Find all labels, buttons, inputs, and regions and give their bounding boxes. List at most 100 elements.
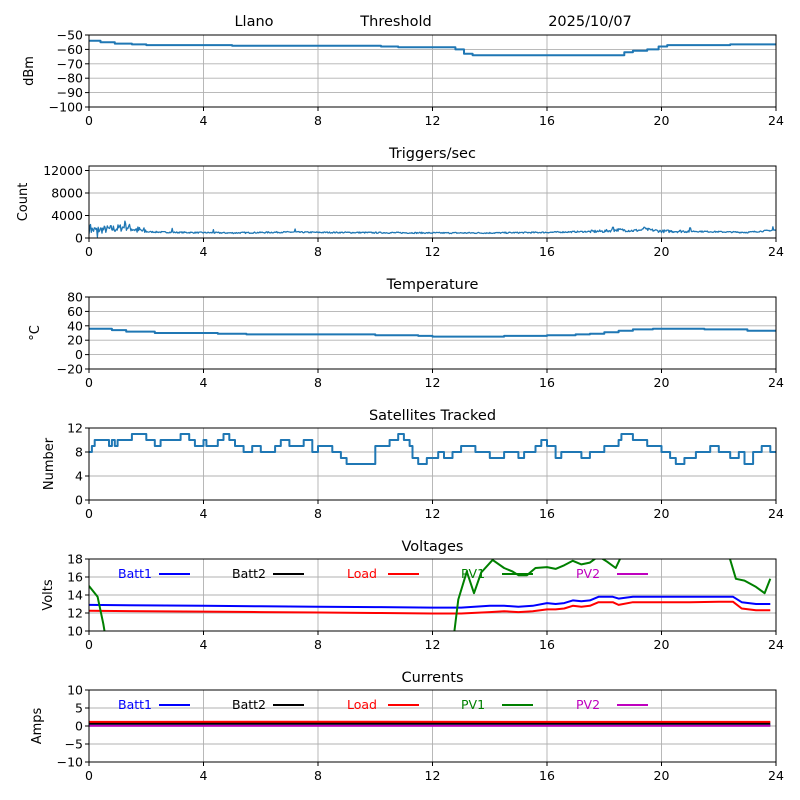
y-tick-label: 4 xyxy=(75,469,83,484)
x-tick-label: 24 xyxy=(768,637,784,652)
y-tick-label: −70 xyxy=(57,56,83,71)
grid xyxy=(89,35,776,107)
header-date: 2025/10/07 xyxy=(548,14,632,30)
series-line-threshold xyxy=(89,39,776,57)
grid xyxy=(89,297,776,369)
x-axis: 0 4 8 12 16 20 24 xyxy=(85,107,784,128)
x-tick-label: 4 xyxy=(200,768,208,783)
y-axis: 0 4000 8000 12000 xyxy=(43,163,89,246)
chart-voltages: Voltages Batt1 Batt2 Load PV1 PV2 0 4 8 12 16 20 24 1… xyxy=(41,539,784,652)
x-tick-label: 16 xyxy=(539,375,555,390)
chart-currents: Currents Batt1 Batt2 Load PV1 PV2 0 4 8 12 16 20 24 −… xyxy=(30,670,784,783)
x-tick-label: 0 xyxy=(85,244,93,259)
y-tick-label: 0 xyxy=(75,347,83,362)
x-tick-label: 20 xyxy=(654,113,670,128)
series-group xyxy=(89,39,776,57)
x-tick-label: 20 xyxy=(654,244,670,259)
legend-item: PV1 xyxy=(461,697,533,712)
y-axis-label: Number xyxy=(42,437,57,490)
series-line-batt1 xyxy=(89,595,771,609)
series-line-pv1 xyxy=(89,559,772,631)
y-tick-label: −50 xyxy=(57,28,83,43)
x-tick-label: 20 xyxy=(654,637,670,652)
x-tick-label: 20 xyxy=(654,375,670,390)
grid xyxy=(89,166,776,238)
y-axis: 0 4 8 12 xyxy=(67,421,89,508)
x-axis: 0 4 8 12 16 20 24 xyxy=(85,369,784,390)
y-tick-label: −90 xyxy=(57,85,83,100)
x-tick-label: 4 xyxy=(200,506,208,521)
y-tick-label: 5 xyxy=(75,701,83,716)
x-tick-label: 8 xyxy=(314,375,322,390)
y-tick-label: −10 xyxy=(57,755,83,770)
x-tick-label: 24 xyxy=(768,244,784,259)
grid xyxy=(89,428,776,500)
series-group xyxy=(89,327,776,338)
y-tick-label: 12 xyxy=(67,421,83,436)
y-tick-label: −5 xyxy=(65,737,83,752)
x-tick-label: 24 xyxy=(768,375,784,390)
y-tick-label: 8000 xyxy=(51,186,83,201)
y-tick-label: 16 xyxy=(67,570,83,585)
x-tick-label: 24 xyxy=(768,506,784,521)
x-tick-label: 4 xyxy=(200,375,208,390)
x-tick-label: 0 xyxy=(85,768,93,783)
x-tick-label: 0 xyxy=(85,375,93,390)
y-tick-label: −100 xyxy=(49,100,83,115)
legend-item: Batt2 xyxy=(232,697,304,712)
x-tick-label: 24 xyxy=(768,113,784,128)
figure-header: Llano Threshold 2025/10/07 xyxy=(234,14,631,30)
y-axis-label: °C xyxy=(28,325,43,341)
y-tick-label: 18 xyxy=(67,552,83,567)
x-tick-label: 12 xyxy=(425,506,441,521)
series-line-satellites xyxy=(89,433,776,465)
x-tick-label: 16 xyxy=(539,768,555,783)
y-tick-label: 12 xyxy=(67,606,83,621)
legend-label: Load xyxy=(347,566,377,581)
x-tick-label: 12 xyxy=(425,113,441,128)
chart-satellites: Satellites Tracked 0 4 8 12 16 20 24 0 4 8 12 Number xyxy=(42,408,784,521)
y-tick-label: 40 xyxy=(67,318,83,333)
chart-triggers: Triggers/sec 0 4 8 12 16 20 24 0 4000 8000 12000 Cou… xyxy=(16,146,784,259)
y-tick-label: 0 xyxy=(75,719,83,734)
x-tick-label: 12 xyxy=(425,375,441,390)
header-mode: Threshold xyxy=(359,14,431,30)
chart-threshold: 0 4 8 12 16 20 24 −100−90−80−70−60−50 dBm xyxy=(22,28,784,129)
chart-title: Currents xyxy=(401,670,463,686)
legend-label: PV2 xyxy=(576,566,600,581)
y-tick-label: −20 xyxy=(57,362,83,377)
y-tick-label: 0 xyxy=(75,231,83,246)
series-line-load xyxy=(89,600,771,615)
x-tick-label: 4 xyxy=(200,637,208,652)
y-axis: −100−90−80−70−60−50 xyxy=(49,28,89,115)
chart-title: Voltages xyxy=(402,539,464,555)
x-tick-label: 8 xyxy=(314,244,322,259)
x-tick-label: 16 xyxy=(539,637,555,652)
x-tick-label: 16 xyxy=(539,113,555,128)
y-tick-label: 4000 xyxy=(51,208,83,223)
x-tick-label: 12 xyxy=(425,244,441,259)
grid xyxy=(89,559,776,631)
chart-title: Triggers/sec xyxy=(388,146,476,162)
y-tick-label: 10 xyxy=(67,624,83,639)
legend-item: Batt2 xyxy=(232,566,304,581)
legend-label: Load xyxy=(347,697,377,712)
x-axis: 0 4 8 12 16 20 24 xyxy=(85,500,784,521)
x-tick-label: 0 xyxy=(85,506,93,521)
y-tick-label: 20 xyxy=(67,333,83,348)
legend-label: Batt1 xyxy=(118,697,152,712)
series-line-triggers xyxy=(89,220,776,238)
x-tick-label: 8 xyxy=(314,506,322,521)
legend-item: Load xyxy=(347,697,419,712)
x-tick-label: 24 xyxy=(768,768,784,783)
y-axis: −10 −5 0 5 10 xyxy=(57,683,89,770)
y-axis-label: dBm xyxy=(22,56,37,86)
x-axis: 0 4 8 12 16 20 24 xyxy=(85,631,784,652)
legend-item: PV2 xyxy=(576,566,648,581)
x-tick-label: 8 xyxy=(314,637,322,652)
legend-label: PV2 xyxy=(576,697,600,712)
x-tick-label: 8 xyxy=(314,768,322,783)
y-axis-label: Volts xyxy=(41,579,56,611)
